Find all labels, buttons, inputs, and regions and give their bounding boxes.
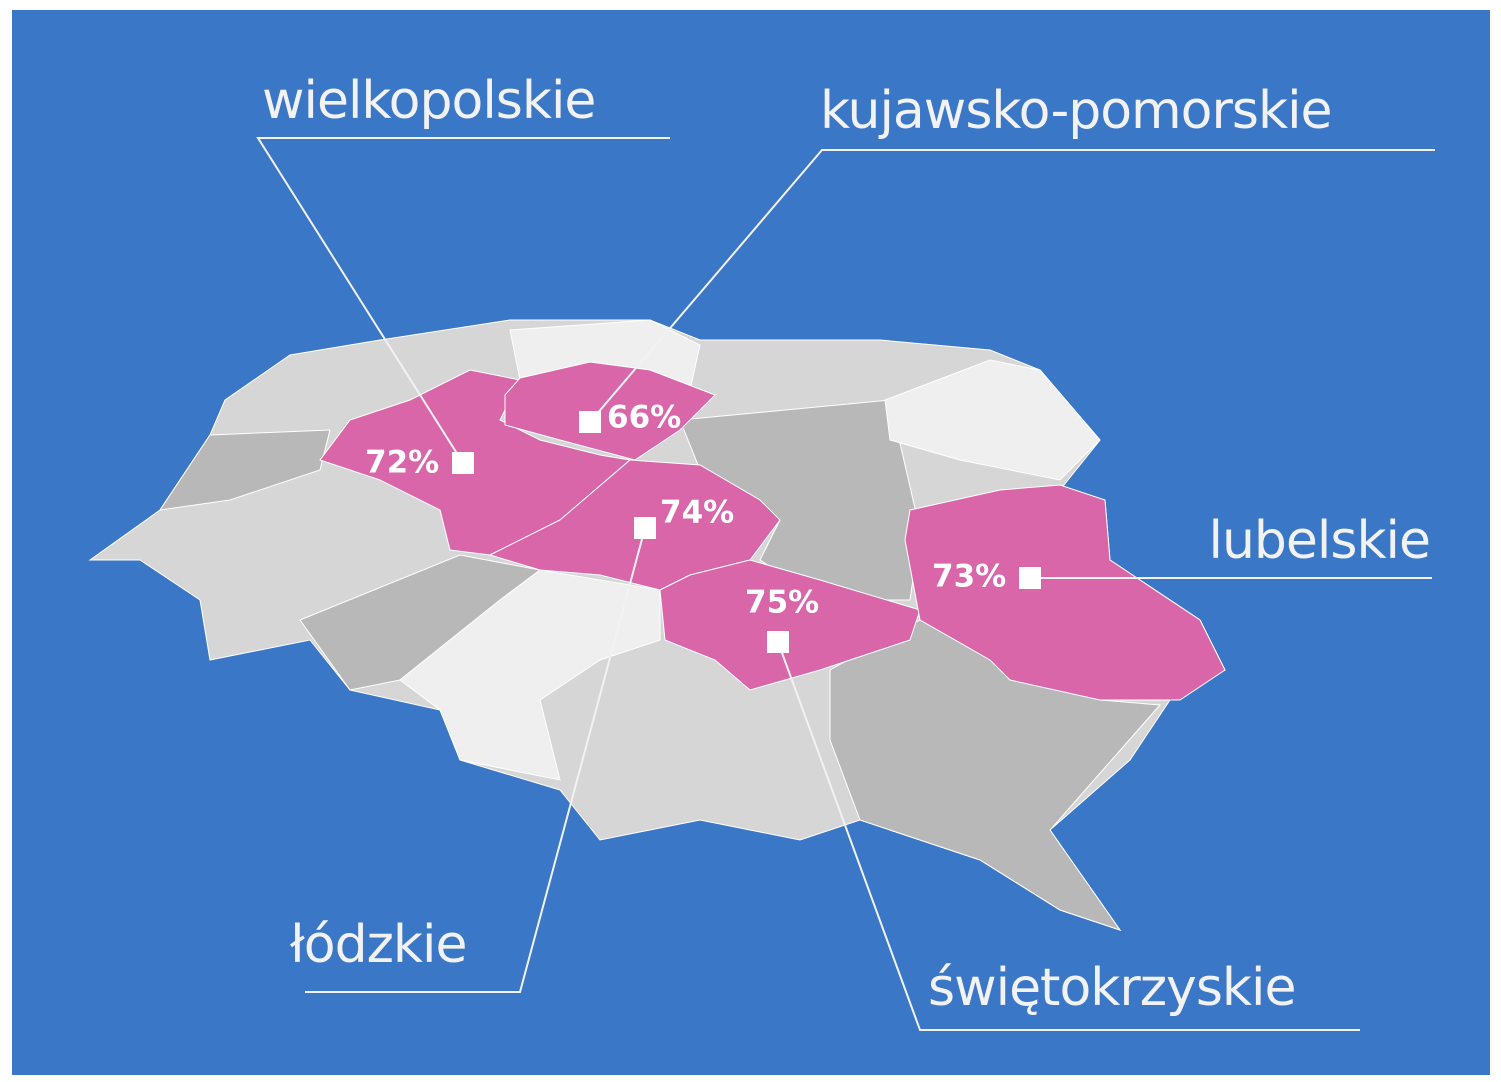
value-label: 66% xyxy=(607,400,681,436)
region xyxy=(399,569,661,781)
region-wielkopolskie xyxy=(319,369,632,556)
region-label: lubelskie xyxy=(1209,511,1431,571)
marker xyxy=(634,517,656,539)
value-label: 75% xyxy=(745,585,819,621)
marker xyxy=(452,452,474,474)
country xyxy=(88,319,1226,931)
region-label: wielkopolskie xyxy=(262,71,595,131)
leaders xyxy=(256,137,1435,1031)
region-label: świętokrzyskie xyxy=(928,958,1295,1018)
leader-line xyxy=(777,641,1360,1031)
marker xyxy=(1019,567,1041,589)
region xyxy=(884,359,1101,481)
region-swietokrzyskie xyxy=(659,559,921,691)
leader-line xyxy=(305,527,646,993)
value-label: 73% xyxy=(932,559,1006,595)
region-lubelskie xyxy=(904,484,1226,701)
region-label: łódzkie xyxy=(290,915,466,975)
leader-line xyxy=(256,137,670,464)
markers xyxy=(452,411,1041,653)
marker xyxy=(579,411,601,433)
leader-line xyxy=(589,149,1435,423)
value-label: 72% xyxy=(365,445,439,481)
value-label: 74% xyxy=(660,495,734,531)
region-label: kujawsko-pomorskie xyxy=(820,81,1332,141)
marker xyxy=(767,631,789,653)
region xyxy=(158,429,331,511)
region-kujawsko-pomorskie xyxy=(504,361,716,461)
